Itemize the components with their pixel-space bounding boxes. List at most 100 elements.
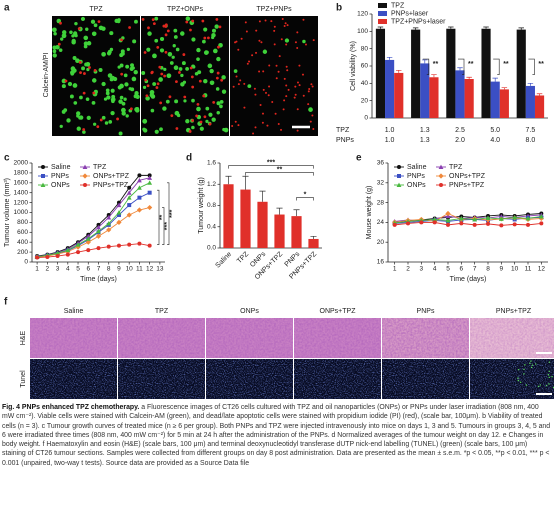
- cell: [278, 55, 281, 58]
- y-tick-label: 0: [364, 115, 368, 122]
- cell: [67, 81, 73, 87]
- cell: [73, 101, 78, 105]
- cell: [207, 63, 213, 69]
- legend-label: PNPs: [407, 173, 425, 180]
- cell: [117, 18, 121, 22]
- cell: [310, 83, 313, 86]
- cell: [165, 99, 170, 104]
- cell: [159, 101, 163, 105]
- cell: [243, 82, 246, 85]
- cell: [203, 115, 207, 119]
- cell: [110, 110, 115, 116]
- bar: [534, 95, 545, 118]
- cell: [154, 16, 159, 21]
- x-tick-label: 10: [126, 266, 134, 273]
- legend-swatch: [378, 11, 387, 16]
- cell: [196, 57, 200, 62]
- cell: [223, 127, 229, 133]
- cell: [294, 41, 297, 44]
- bar: [308, 238, 319, 248]
- cell: [196, 47, 201, 53]
- cell: [273, 43, 276, 46]
- tunel-signal: [517, 377, 519, 379]
- tunel-signal: [523, 373, 525, 375]
- x-axis-label: Time (days): [450, 276, 487, 283]
- point: [106, 244, 111, 249]
- cell: [63, 108, 68, 113]
- point: [96, 228, 101, 234]
- point: [96, 246, 101, 251]
- point: [446, 222, 450, 227]
- cell: [109, 31, 114, 36]
- cell: [206, 36, 210, 40]
- tunel-signal: [551, 376, 553, 378]
- cell: [180, 31, 185, 36]
- cell: [298, 64, 301, 67]
- cell: [175, 47, 180, 52]
- error-bar: [242, 175, 249, 190]
- point: [35, 255, 40, 260]
- tunel-texture: [382, 359, 469, 399]
- point: [116, 210, 122, 215]
- point: [95, 233, 102, 239]
- y-tick-label: 20: [377, 239, 385, 246]
- cell: [134, 107, 139, 112]
- error-bar: [396, 69, 402, 73]
- bracket: [157, 189, 160, 245]
- cell: [164, 25, 168, 28]
- cell: [121, 111, 126, 116]
- point: [432, 217, 438, 222]
- cell: [134, 19, 138, 24]
- row-label: H&E: [20, 330, 27, 345]
- cell: [215, 76, 219, 80]
- point: [126, 190, 132, 195]
- point: [116, 219, 122, 225]
- error-bar: [293, 209, 300, 217]
- tunel-texture: [470, 359, 554, 399]
- point: [539, 221, 544, 226]
- cell: [312, 128, 315, 131]
- cell: [55, 45, 60, 50]
- cell: [191, 37, 196, 42]
- cell: [182, 53, 186, 56]
- legend-marker: [397, 165, 401, 169]
- fluorescence-image: [230, 16, 318, 136]
- column-header: Saline: [64, 308, 84, 315]
- cell: [214, 24, 219, 29]
- cell: [119, 53, 124, 58]
- legend-label: PNPs+laser: [391, 10, 429, 17]
- cell: [253, 87, 256, 90]
- cell: [145, 96, 150, 101]
- cell: [71, 38, 76, 43]
- legend-swatch: [378, 19, 387, 24]
- point: [116, 202, 122, 208]
- cell: [264, 91, 267, 94]
- cell: [141, 71, 146, 76]
- cell: [296, 108, 299, 111]
- cell: [307, 90, 310, 93]
- point: [65, 252, 70, 257]
- cell: [109, 47, 114, 52]
- cell: [80, 16, 86, 22]
- cell: [81, 66, 85, 71]
- point: [147, 204, 153, 211]
- cell: [88, 66, 91, 69]
- bar: [291, 216, 302, 248]
- cell: [189, 28, 192, 32]
- error-bar: [276, 207, 283, 215]
- legend-label: TPZ+PNPs+laser: [391, 18, 446, 25]
- cell: [75, 58, 80, 64]
- legend-marker: [438, 173, 444, 179]
- cell: [252, 132, 255, 135]
- cell: [142, 85, 147, 90]
- cell: [72, 56, 77, 60]
- cell: [156, 82, 160, 86]
- he-texture: [206, 318, 293, 358]
- point: [147, 243, 152, 248]
- cell: [76, 114, 80, 118]
- cell: [220, 78, 224, 82]
- cell: [262, 49, 268, 54]
- cell: [112, 76, 118, 82]
- cell: [107, 73, 113, 78]
